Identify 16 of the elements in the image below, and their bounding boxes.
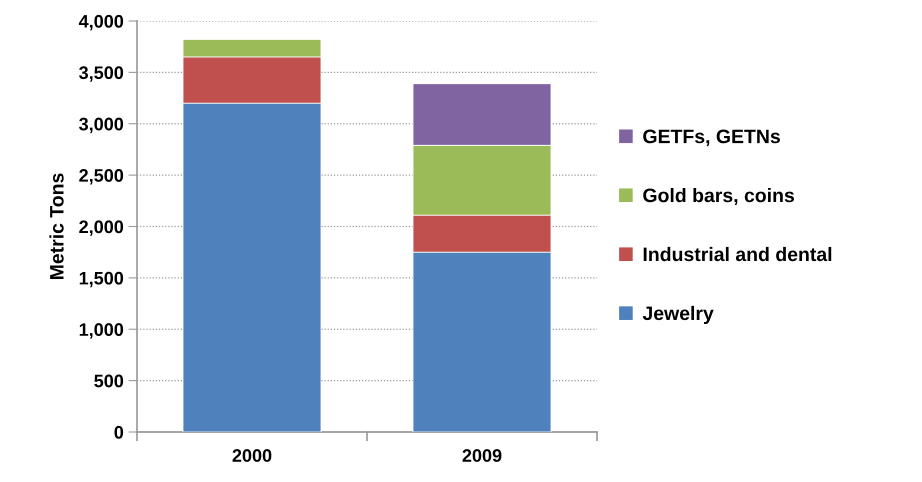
x-tick-label: 2000 [232,449,272,462]
legend-label: Industrial and dental [644,246,832,262]
y-tick-label: 3,000 [79,118,124,134]
y-tick-label: 2,000 [79,220,124,236]
y-tick-label: 2,500 [79,169,124,184]
legend-label: GETFs, GETNs [643,130,780,146]
y-tick-label: 4,000 [78,14,124,30]
y-tick-label: 1,500 [80,272,124,288]
x-tick-label: 2009 [462,449,502,462]
y-tick-label: 0 [114,426,124,439]
legend-label: Jewelry [642,306,714,324]
y-tick-label: 1,000 [80,323,124,339]
y-tick-label: 500 [94,374,124,388]
y-tick-label: 3,500 [79,66,124,82]
legend-label: Gold bars, coins [643,188,794,206]
y-axis-title: Metric Tons [49,173,64,280]
